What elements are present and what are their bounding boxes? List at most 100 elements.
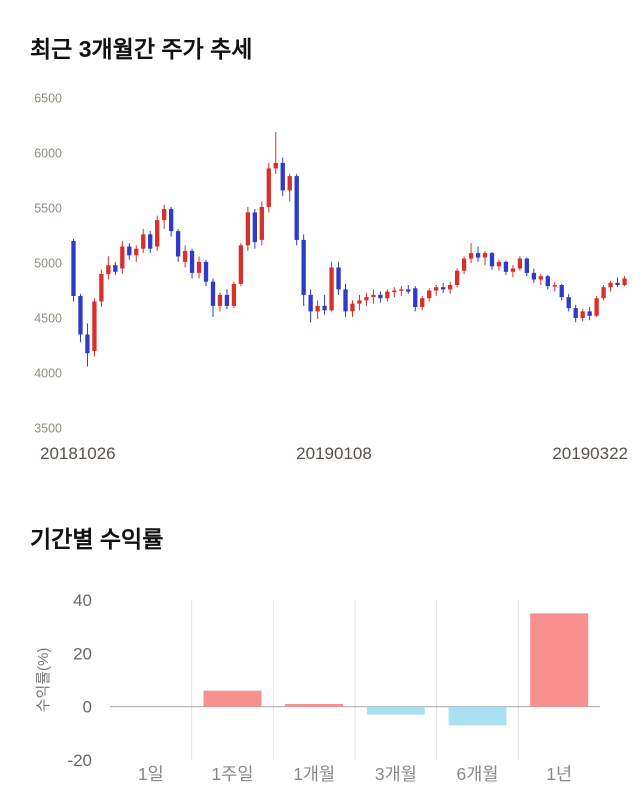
candle-body bbox=[399, 289, 404, 291]
candle-body bbox=[148, 234, 153, 249]
candle-body bbox=[266, 168, 271, 207]
candle-body bbox=[371, 294, 376, 298]
price-y-axis-tick: 6000 bbox=[34, 147, 62, 161]
candle-body bbox=[196, 261, 202, 273]
candle-body bbox=[608, 282, 613, 288]
candle-body bbox=[294, 176, 299, 240]
candle-body bbox=[224, 294, 230, 306]
x-axis-date-start: 20181026 bbox=[40, 444, 116, 463]
candle-body bbox=[162, 209, 167, 221]
returns-y-axis-tick: 40 bbox=[73, 591, 92, 610]
candle-body bbox=[280, 162, 285, 191]
candle-body bbox=[420, 298, 425, 307]
candle-body bbox=[120, 246, 125, 269]
candle-body bbox=[141, 234, 146, 249]
candle-body bbox=[127, 246, 132, 256]
candle-body bbox=[503, 261, 509, 272]
candle-body bbox=[615, 282, 620, 285]
candle-body bbox=[252, 212, 257, 243]
returns-x-axis-category: 1주일 bbox=[212, 764, 254, 784]
candle-body bbox=[441, 287, 446, 290]
returns-bar-chart: 40 20 0 -20 수익률(%) 1일 1주일 1개월 3개월 6개월 1년 bbox=[35, 591, 600, 784]
price-y-axis-tick: 4500 bbox=[34, 312, 62, 326]
price-candlestick-chart: 3500 4000 4500 5000 5500 6000 6500 bbox=[34, 92, 627, 436]
candle-body bbox=[434, 287, 439, 291]
price-y-axis-tick: 5500 bbox=[34, 202, 62, 216]
candle-body bbox=[245, 212, 251, 246]
returns-y-axis-tick: -20 bbox=[67, 751, 92, 770]
candle-body bbox=[392, 290, 397, 292]
return-bar bbox=[530, 613, 589, 707]
candle-body bbox=[336, 267, 341, 290]
candle-body bbox=[489, 253, 495, 267]
candle-body bbox=[259, 206, 264, 240]
returns-chart-title: 기간별 수익률 bbox=[30, 526, 164, 552]
candle-body bbox=[217, 294, 223, 306]
candle-body bbox=[155, 220, 160, 247]
candle-body bbox=[134, 248, 139, 256]
returns-x-axis-category: 1년 bbox=[546, 764, 572, 784]
candle-body bbox=[622, 278, 627, 285]
candle-body bbox=[496, 261, 502, 267]
candle-body bbox=[99, 274, 104, 302]
candle-body bbox=[350, 303, 355, 312]
candle-body bbox=[175, 231, 181, 257]
returns-x-axis-category: 6개월 bbox=[457, 764, 499, 784]
price-y-axis-tick: 5000 bbox=[34, 257, 62, 271]
candle-body bbox=[238, 245, 244, 284]
candle-body bbox=[106, 265, 111, 274]
candle-body bbox=[385, 291, 390, 299]
candle-body bbox=[566, 297, 571, 309]
candle-body bbox=[189, 250, 195, 273]
price-y-axis-tick: 3500 bbox=[34, 422, 62, 436]
candle-body bbox=[301, 239, 306, 295]
return-bar bbox=[203, 690, 262, 707]
return-bar bbox=[285, 704, 344, 707]
returns-x-axis-category: 1개월 bbox=[293, 764, 335, 784]
candle-body bbox=[447, 285, 453, 290]
candle-body bbox=[203, 261, 209, 282]
candle-body bbox=[573, 308, 578, 318]
returns-x-axis-category: 1일 bbox=[138, 764, 164, 784]
candle-body bbox=[364, 297, 369, 301]
candle-body bbox=[580, 311, 585, 318]
returns-y-axis-tick: 20 bbox=[73, 644, 92, 663]
candle-body bbox=[545, 276, 550, 287]
candle-body bbox=[601, 287, 606, 299]
candle-body bbox=[182, 250, 188, 262]
candle-body bbox=[273, 162, 278, 169]
candle-body bbox=[92, 301, 97, 351]
candle-body bbox=[454, 270, 460, 285]
candle-body bbox=[357, 300, 362, 304]
candle-body bbox=[524, 258, 530, 273]
candle-body bbox=[475, 253, 481, 258]
candle-body bbox=[343, 289, 348, 312]
candle-body bbox=[559, 285, 564, 298]
candle-body bbox=[413, 288, 418, 307]
return-bar bbox=[448, 706, 507, 726]
price-y-axis-tick: 6500 bbox=[34, 92, 62, 106]
candle-body bbox=[378, 294, 383, 299]
candle-body bbox=[538, 276, 543, 280]
candle-body bbox=[406, 289, 411, 292]
candle-body bbox=[210, 281, 216, 306]
candle-body bbox=[287, 176, 292, 191]
candle-body bbox=[482, 253, 488, 258]
returns-y-axis-tick: 0 bbox=[83, 698, 92, 717]
candle-body bbox=[85, 334, 90, 354]
candle-body bbox=[552, 285, 557, 287]
returns-x-axis-category: 3개월 bbox=[375, 764, 417, 784]
price-chart-x-axis: 20181026 20190108 20190322 bbox=[40, 444, 628, 464]
candle-body bbox=[71, 241, 76, 296]
price-y-axis-tick: 4000 bbox=[34, 367, 62, 381]
candle-body bbox=[594, 298, 599, 316]
candle-body bbox=[510, 268, 516, 272]
x-axis-date-end: 20190322 bbox=[552, 444, 628, 463]
candle-body bbox=[315, 305, 320, 312]
candle-body bbox=[587, 311, 592, 316]
candle-body bbox=[113, 265, 118, 272]
x-axis-date-middle: 20190108 bbox=[296, 444, 372, 463]
candle-body bbox=[78, 296, 83, 335]
candle-body bbox=[517, 258, 523, 269]
candle-body bbox=[168, 209, 174, 232]
